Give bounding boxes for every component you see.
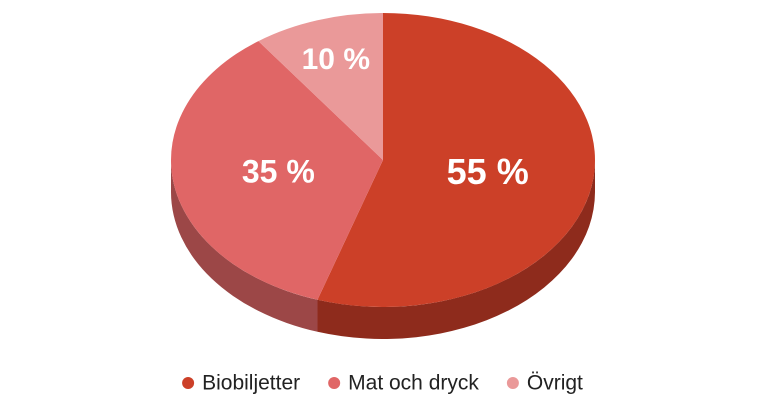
slice-labels: 55 % 35 % 10 %	[242, 43, 529, 192]
legend-label: Övrigt	[527, 372, 583, 395]
slice-label-ovrigt: 10 %	[302, 43, 370, 76]
pie-slice-ovrigt[interactable]	[258, 13, 383, 160]
pie-slice-mat-och-dryck[interactable]	[171, 41, 383, 300]
pie-side-biobiljetter	[317, 160, 595, 339]
legend-item-ovrigt[interactable]: Övrigt	[506, 372, 583, 395]
slice-label-biobiljetter: 55 %	[447, 151, 529, 192]
legend-swatch	[182, 377, 195, 389]
legend-swatch	[506, 377, 519, 389]
pie-slices	[171, 13, 596, 307]
legend: Biobiljetter Mat och dryck Övrigt	[182, 372, 583, 395]
legend-swatch	[328, 377, 341, 389]
legend-label: Mat och dryck	[348, 372, 479, 395]
legend-item-mat-och-dryck[interactable]: Mat och dryck	[328, 372, 479, 395]
legend-item-biobiljetter[interactable]: Biobiljetter	[182, 372, 300, 395]
pie-sides	[171, 160, 595, 339]
pie-slice-biobiljetter[interactable]	[317, 13, 596, 307]
legend-label: Biobiljetter	[202, 372, 300, 395]
slice-label-mat-och-dryck: 35 %	[242, 153, 315, 189]
pie-side-mat-och-dryck	[171, 160, 318, 332]
